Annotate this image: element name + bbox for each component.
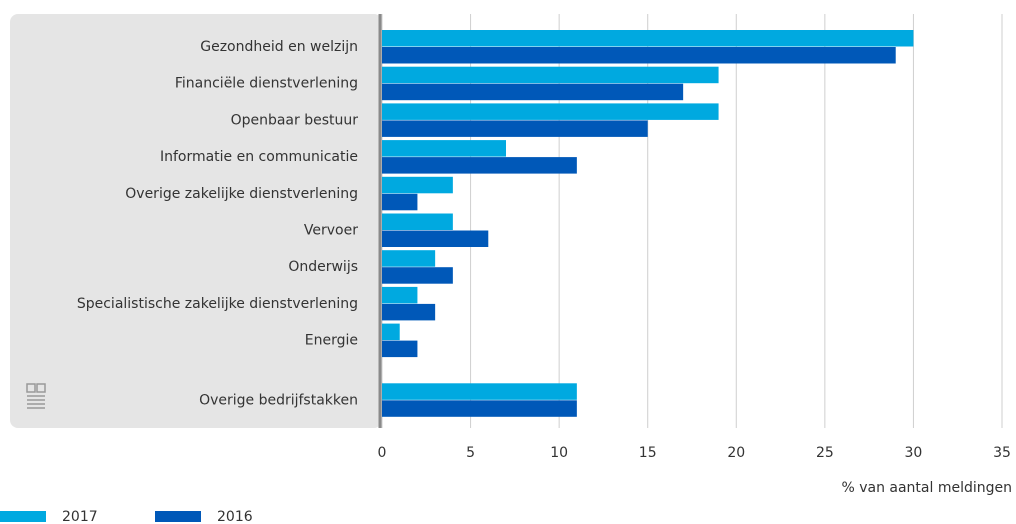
legend-label: 2017 — [62, 509, 98, 524]
x-tick-label: 30 — [905, 445, 923, 461]
bar — [382, 267, 453, 284]
legend-swatch — [0, 511, 46, 522]
bar — [382, 340, 418, 358]
bar — [382, 120, 648, 137]
bar — [382, 157, 577, 174]
y-tick-label: Overige bedrijfstakken — [199, 392, 358, 408]
bar — [382, 286, 418, 304]
y-tick-label: Specialistische zakelijke dienstverlenin… — [77, 296, 358, 312]
y-tick-label: Vervoer — [304, 223, 358, 239]
y-tick-label: Gezondheid en welzijn — [200, 39, 358, 55]
bar — [382, 47, 896, 64]
bar — [382, 323, 400, 341]
legend-swatch — [155, 511, 201, 522]
bar — [382, 103, 719, 120]
y-tick-label: Onderwijs — [288, 259, 358, 275]
y-tick-label: Financiële dienstverlening — [175, 76, 358, 92]
x-tick-label: 5 — [466, 445, 475, 461]
bar — [382, 230, 489, 247]
bar — [382, 193, 418, 211]
legend-label: 2016 — [217, 509, 253, 524]
bar — [382, 400, 577, 417]
x-tick-label: 25 — [816, 445, 834, 461]
x-tick-label: 0 — [378, 445, 387, 461]
bar — [382, 250, 436, 267]
bar — [382, 383, 577, 400]
bar — [382, 213, 453, 230]
y-tick-label: Overige zakelijke dienstverlening — [125, 186, 358, 202]
bar — [382, 30, 914, 47]
x-tick-label: 10 — [550, 445, 568, 461]
bar — [382, 303, 436, 321]
bar — [382, 83, 684, 101]
x-tick-label: 20 — [727, 445, 745, 461]
y-tick-label: Openbaar bestuur — [231, 112, 359, 128]
x-tick-label: 35 — [993, 445, 1011, 461]
y-tick-label: Energie — [305, 333, 358, 349]
axis-label: % van aantal meldingen — [841, 480, 1012, 496]
x-tick-label: 15 — [639, 445, 657, 461]
bar — [382, 66, 719, 84]
bar — [382, 176, 453, 194]
bar — [382, 140, 506, 157]
label-panel — [10, 14, 382, 428]
logo — [26, 383, 46, 409]
y-tick-label: Informatie en communicatie — [160, 149, 358, 165]
